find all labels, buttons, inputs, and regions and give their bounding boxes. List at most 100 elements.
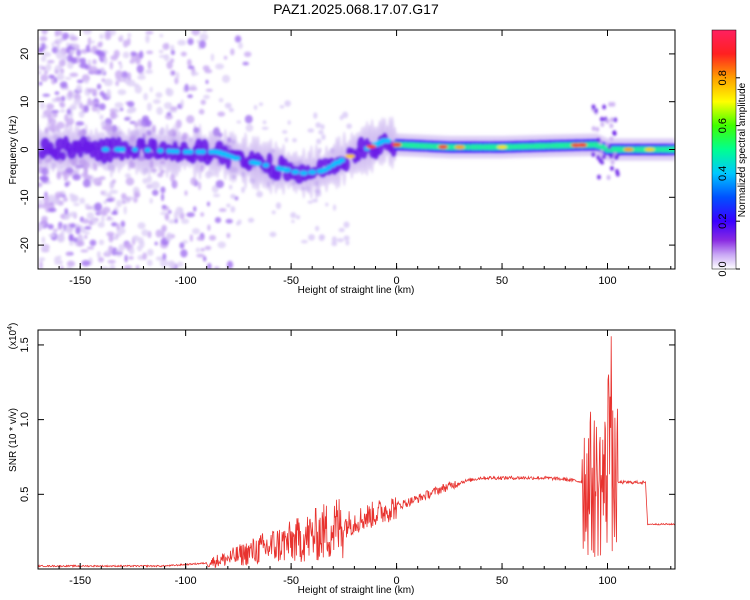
figure-title: PAZ1.2025.068.17.07.G17 (273, 1, 439, 17)
noise-blob (226, 260, 234, 269)
noise-blob (319, 234, 325, 240)
noise-blob (48, 233, 56, 238)
noise-blob (116, 233, 122, 238)
noise-blob (59, 109, 66, 113)
noise-blob (131, 106, 137, 113)
noise-blob (269, 231, 277, 238)
noise-blob (97, 42, 103, 48)
noise-blob (116, 223, 120, 230)
disturbance-blob (591, 152, 596, 158)
noise-blob (46, 103, 55, 110)
noise-blob (128, 247, 135, 255)
noise-blob (73, 98, 82, 105)
noise-blob (70, 57, 78, 64)
noise-blob (127, 196, 136, 200)
snr-x-axis-label: Height of straight line (km) (298, 585, 415, 596)
noise-blob (105, 198, 114, 202)
noise-blob (226, 203, 231, 208)
noise-blob (175, 71, 180, 80)
noise-blob (141, 118, 150, 128)
noise-blob (173, 180, 178, 189)
noise-blob (331, 241, 338, 247)
noise-blob (75, 226, 81, 235)
noise-blob (109, 110, 116, 119)
disturbance-blob (606, 175, 611, 181)
noise-blob (170, 106, 178, 111)
noise-blob (121, 192, 127, 199)
noise-blob (87, 36, 92, 46)
noise-blob (128, 256, 134, 260)
noise-blob (41, 215, 48, 222)
hot-spot (623, 147, 634, 152)
y-tick-label: 0.5 (19, 487, 31, 502)
noise-blob (118, 61, 122, 65)
noise-blob (230, 193, 236, 199)
colorbar: 0.0 0.2 0.4 0.6 0.8 Normalized spectral ampl… (711, 29, 748, 277)
disturbance-blob (609, 136, 614, 142)
noise-blob (202, 256, 207, 262)
x-tick-label: -50 (283, 575, 299, 587)
noise-blob (156, 106, 163, 115)
noise-blob (96, 251, 101, 259)
noise-blob (145, 184, 154, 189)
noise-blob (300, 239, 308, 244)
noise-blob (100, 266, 109, 269)
noise-blob (152, 99, 161, 105)
noise-blob (135, 55, 141, 65)
noise-blob (69, 223, 76, 229)
noise-blob (343, 221, 350, 228)
noise-blob (39, 260, 43, 269)
noise-blob (225, 218, 233, 224)
x-tick-label: -100 (175, 275, 197, 287)
noise-blob (196, 253, 205, 258)
noise-blob (169, 261, 176, 269)
noise-blob (125, 177, 135, 186)
noise-blob (48, 207, 57, 213)
noise-blob (345, 240, 350, 246)
noise-blob (205, 88, 213, 92)
noise-blob (54, 256, 59, 265)
noise-blob (54, 91, 60, 95)
disturbance-blob (609, 117, 614, 123)
noise-blob (54, 69, 59, 75)
noise-blob (109, 181, 114, 190)
disturbance-blob (591, 104, 596, 110)
snr-panel: -150 -100 -50 0 50 100 0.5 1.0 1.5 Height of st… (7, 323, 676, 596)
noise-blob (208, 235, 217, 241)
noise-blob (154, 241, 158, 246)
noise-blob (75, 121, 85, 126)
noise-blob (287, 120, 291, 125)
noise-blob (242, 61, 249, 66)
ridge-core (156, 148, 164, 154)
noise-blob (116, 199, 122, 208)
y-tick-label: 1.5 (19, 337, 31, 352)
noise-blob (245, 124, 254, 132)
noise-blob (336, 238, 344, 243)
noise-blob (253, 104, 258, 110)
ridge-core (326, 164, 332, 170)
noise-blob (199, 39, 206, 49)
noise-blob (261, 126, 269, 130)
noise-blob (82, 30, 92, 35)
noise-blob (290, 212, 297, 219)
noise-blob (186, 212, 195, 218)
ridge-blob (99, 148, 109, 165)
noise-blob (79, 197, 86, 204)
noise-blob (40, 203, 50, 209)
noise-blob (101, 212, 108, 216)
noise-blob (215, 63, 225, 70)
noise-blob (97, 221, 105, 228)
x-tick-label: -50 (283, 275, 299, 287)
noise-blob (188, 87, 198, 91)
hot-spot (366, 144, 377, 149)
disturbance-blob (599, 149, 604, 155)
noise-blob (210, 53, 215, 62)
noise-blob (123, 205, 127, 215)
noise-blob (41, 66, 47, 71)
noise-blob (60, 265, 64, 269)
noise-blob (234, 35, 242, 43)
noise-blob (346, 123, 352, 129)
noise-blob (122, 51, 130, 59)
noise-blob (99, 90, 105, 97)
noise-blob (343, 235, 350, 241)
